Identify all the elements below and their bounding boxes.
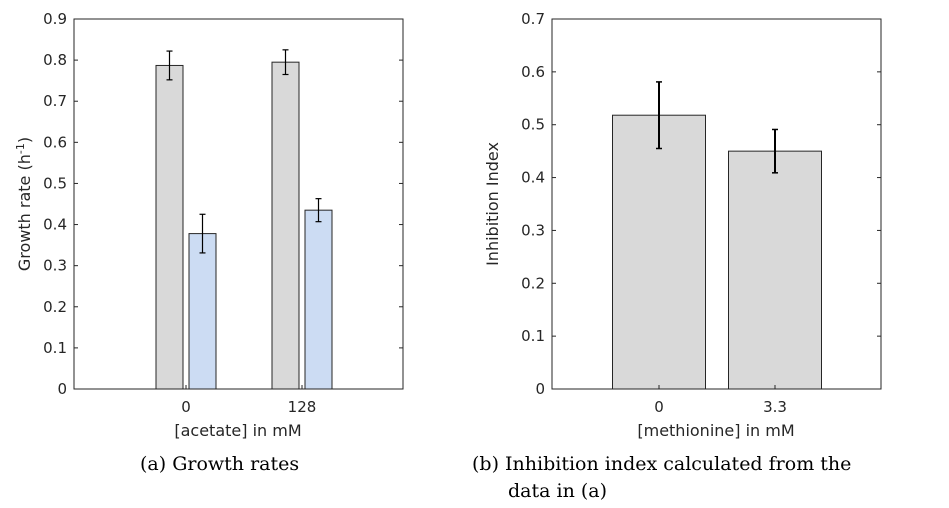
chart-a-x-tick-label: 128 <box>288 398 317 416</box>
chart-a-y-tick-label: 0.4 <box>43 216 67 234</box>
chart-a-x-tick-label: 0 <box>181 398 191 416</box>
chart-a-bars <box>155 49 333 390</box>
chart-b-y-tick-label: 0.2 <box>521 274 545 292</box>
chart-b-x-axis-label: [methionine] in mM <box>637 421 794 440</box>
chart-a-y-tick-label: 0.7 <box>43 92 67 110</box>
chart-a-y-tick-label: 0 <box>57 380 67 398</box>
chart-b-y-ticks: 0 0.1 0.2 0.3 0.4 0.5 0.6 0.7 <box>521 10 881 398</box>
chart-a-bar <box>271 61 300 390</box>
chart-b-x-ticks: 0 3.3 <box>654 385 787 416</box>
chart-a: 0 0.1 0.2 0.3 0.4 0.5 0.6 0.7 0.8 0.9 0 128 [aceta… <box>14 10 404 475</box>
chart-a-y-axis-label-main: Growth rate (h <box>15 154 34 271</box>
chart-b-y-tick-label: 0.5 <box>521 116 545 134</box>
chart-a-y-axis-label-end: ) <box>15 137 34 143</box>
chart-a-y-axis-label-sup: -1 <box>14 143 27 154</box>
chart-a-bar <box>155 64 184 390</box>
chart-a-y-tick-label: 0.8 <box>43 51 67 69</box>
chart-b-y-tick-label: 0.6 <box>521 63 545 81</box>
chart-b-bar <box>612 114 706 390</box>
chart-b-bar <box>728 150 822 390</box>
chart-a-bar <box>188 233 217 390</box>
chart-a-y-ticks: 0 0.1 0.2 0.3 0.4 0.5 0.6 0.7 0.8 0.9 <box>43 10 403 398</box>
chart-a-caption: (a) Growth rates <box>140 453 299 475</box>
chart-b-y-tick-label: 0 <box>535 380 545 398</box>
chart-b-y-axis-label: Inhibition Index <box>483 142 502 266</box>
chart-b-y-tick-label: 0.3 <box>521 221 545 239</box>
chart-a-plot-area <box>73 18 404 390</box>
chart-b-plot-area <box>551 18 882 390</box>
chart-a-y-tick-label: 0.6 <box>43 133 67 151</box>
chart-b-y-tick-label: 0.1 <box>521 327 545 345</box>
chart-a-bar <box>304 209 333 390</box>
chart-b-y-tick-label: 0.7 <box>521 10 545 28</box>
chart-b-y-tick-label: 0.4 <box>521 169 545 187</box>
chart-b-x-tick-label: 3.3 <box>763 398 787 416</box>
chart-a-y-tick-label: 0.2 <box>43 298 67 316</box>
chart-a-y-tick-label: 0.1 <box>43 339 67 357</box>
chart-a-y-tick-label: 0.9 <box>43 10 67 28</box>
chart-b-bars <box>612 81 822 390</box>
chart-b: 00.10.20.30.40.50.60.7 0 3.3 [methionine]… <box>472 10 882 502</box>
chart-a-x-ticks: 0 128 <box>181 385 316 416</box>
chart-b-caption-line-1: (b) Inhibition index calculated from the <box>472 453 851 475</box>
chart-a-x-axis-label: [acetate] in mM <box>174 421 301 440</box>
chart-a-y-tick-label: 0.5 <box>43 174 67 192</box>
chart-a-y-axis-label: Growth rate (h-1) <box>14 137 34 271</box>
chart-b-caption-line-2: data in (a) <box>508 480 607 502</box>
chart-a-y-tick-label: 0.3 <box>43 257 67 275</box>
chart-b-x-tick-label: 0 <box>654 398 664 416</box>
